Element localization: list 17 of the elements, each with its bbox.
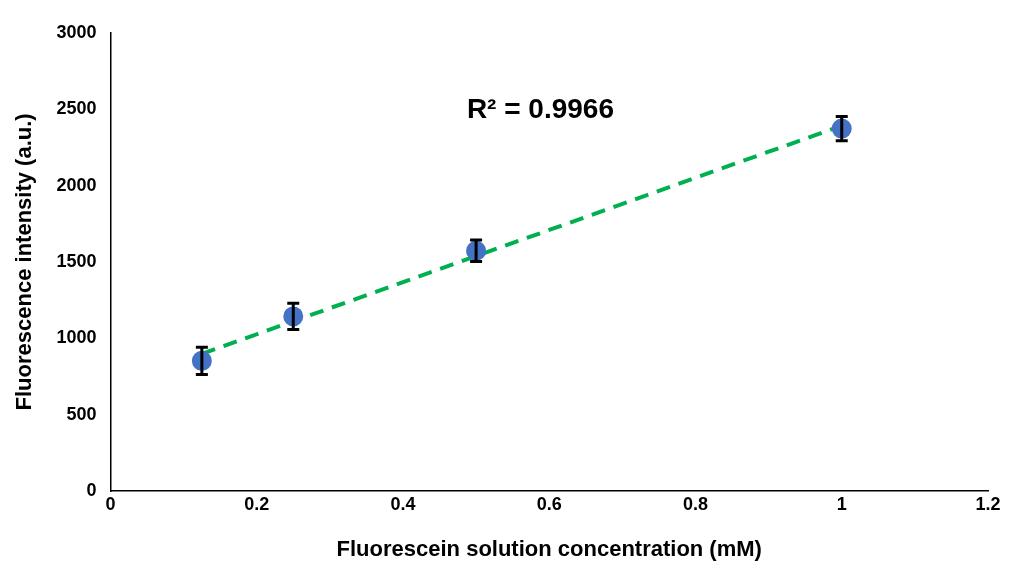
y-tick-label: 500 xyxy=(66,403,97,424)
y-tick-label: 2500 xyxy=(56,98,97,119)
x-tick-label: 0 xyxy=(105,493,116,514)
x-tick-label: 0.2 xyxy=(244,493,270,514)
x-tick-label: 0.8 xyxy=(682,493,708,514)
x-axis-title: Fluorescein solution concentration (mM) xyxy=(336,535,762,561)
y-tick-label: 0 xyxy=(86,479,97,500)
x-tick-label: 1.2 xyxy=(975,493,1001,514)
y-tick-label: 1000 xyxy=(56,327,97,348)
annotation: R² = 0.9966 xyxy=(466,93,614,125)
x-tick-label: 1 xyxy=(836,493,847,514)
y-tick-label: 1500 xyxy=(56,250,97,271)
y-tick-label: 3000 xyxy=(56,21,97,42)
x-tick-label: 0.6 xyxy=(536,493,562,514)
y-tick-label: 2000 xyxy=(56,174,97,195)
y-axis-title: Fluorescence intensity (a.u.) xyxy=(11,113,37,411)
x-tick-label: 0.4 xyxy=(390,493,416,514)
